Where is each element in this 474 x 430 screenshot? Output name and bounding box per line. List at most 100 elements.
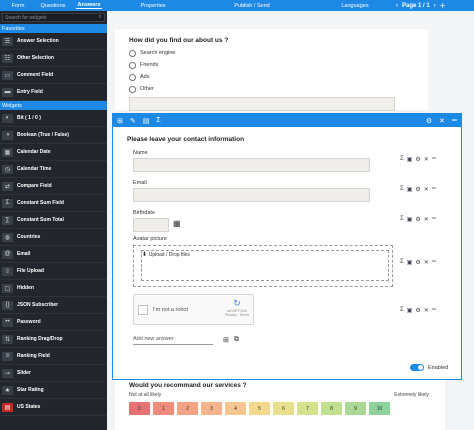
calendar-icon[interactable]: ▦ (173, 219, 181, 228)
enabled-toggle[interactable] (410, 364, 424, 371)
sigma-icon[interactable]: Σ (400, 186, 404, 192)
gear-icon[interactable]: ⚙ (415, 187, 421, 193)
sidebar-item-comment-field[interactable]: ▭ Comment Field (0, 67, 107, 84)
scale-option-0[interactable]: 0 (129, 402, 150, 415)
image-icon[interactable]: ▣ (406, 217, 413, 223)
scale-option-4[interactable]: 4 (225, 402, 246, 415)
email-field[interactable] (133, 188, 370, 202)
download-arrow-icon: ⬇ (142, 252, 148, 258)
avatar-dropzone[interactable] (133, 245, 393, 287)
scale-option-8[interactable]: 8 (321, 402, 342, 415)
drag-icon[interactable]: ═ (431, 307, 437, 313)
close-icon[interactable]: ✕ (439, 117, 446, 125)
sigma-icon[interactable]: Σ (156, 117, 161, 124)
add-answer-copy-icon[interactable]: ⧉ (234, 336, 239, 343)
radio-label: Friends (140, 62, 159, 68)
drag-icon[interactable]: ═ (431, 156, 437, 162)
tab-form[interactable]: Form (11, 2, 25, 9)
scale-option-3[interactable]: 3 (201, 402, 222, 415)
name-field[interactable] (133, 158, 370, 172)
layout-icon[interactable]: ▤ (142, 117, 150, 125)
close-icon[interactable]: ✕ (423, 217, 429, 223)
scale-option-2[interactable]: 2 (177, 402, 198, 415)
sidebar-item-slider[interactable]: ⊸ Slider (0, 365, 107, 382)
radio-option-friends[interactable]: Friends (129, 59, 428, 71)
sigma-icon[interactable]: Σ (400, 156, 404, 162)
recaptcha-checkbox[interactable] (138, 304, 148, 315)
upload-button[interactable]: ⬇ Upload / Drop files (141, 250, 389, 281)
drag-icon[interactable]: ═ (431, 186, 437, 192)
radio-option-other[interactable]: Other (129, 83, 428, 95)
sidebar-item-constant-sum-total[interactable]: ∑ Constant Sum Total (0, 212, 107, 229)
drag-icon[interactable]: ═ (431, 259, 437, 265)
page-prev-icon[interactable]: ‹ (396, 2, 398, 9)
close-icon[interactable]: ✕ (423, 157, 429, 163)
close-icon[interactable]: ✕ (423, 308, 429, 314)
edit-pencil-icon[interactable]: ✎ (129, 117, 136, 125)
scale-option-7[interactable]: 7 (297, 402, 318, 415)
move-handle-icon[interactable]: ═ (452, 116, 457, 124)
tab-properties[interactable]: Properties (140, 2, 166, 9)
sidebar-item-star-rating[interactable]: ★ Star Rating (0, 382, 107, 399)
sidebar-item-entry-field[interactable]: ▬ Entry Field (0, 84, 107, 101)
sidebar-item-ranking-field[interactable]: ≡ Ranking Field (0, 348, 107, 365)
sidebar-item-label: Calendar Date (17, 149, 51, 155)
tab-languages[interactable]: Languages (341, 2, 369, 9)
sigma-icon[interactable]: Σ (400, 307, 404, 313)
gear-icon[interactable]: ⚙ (415, 308, 421, 314)
page-next-icon[interactable]: › (433, 2, 436, 9)
password-icon: •• (2, 317, 13, 327)
add-answer-plus-icon[interactable]: ⊞ (223, 337, 229, 344)
radio-option-ads[interactable]: Ads (129, 71, 428, 83)
image-icon[interactable]: ▣ (406, 157, 413, 163)
image-icon[interactable]: ▣ (406, 187, 413, 193)
image-icon[interactable]: ▣ (406, 308, 413, 314)
sidebar-item-file-upload[interactable]: ⇧ File Upload (0, 263, 107, 280)
widget-search-input[interactable]: Search for widgets ⌕ (2, 13, 105, 22)
scale-option-1[interactable]: 1 (153, 402, 174, 415)
sidebar-item-password[interactable]: •• Password (0, 314, 107, 331)
recaptcha-widget[interactable]: I'm not a robot ↻ reCAPTCHA Privacy - Te… (133, 294, 254, 325)
radio-option-search-engine[interactable]: Search engine (129, 47, 428, 59)
gear-icon[interactable]: ⚙ (415, 217, 421, 223)
tab-publish-send[interactable]: Publish / Send (234, 2, 270, 9)
page-add-icon[interactable]: ＋ (439, 4, 446, 10)
gear-icon[interactable]: ⚙ (415, 157, 421, 163)
sidebar-item-answer-selection[interactable]: ☰ Answer Selection (0, 33, 107, 50)
scale-option-6[interactable]: 6 (273, 402, 294, 415)
sidebar-item-boolean[interactable]: ◑ Boolean (True / False) (0, 127, 107, 144)
image-icon[interactable]: ▣ (406, 260, 413, 266)
birthdate-field[interactable] (133, 218, 169, 232)
close-icon[interactable]: ✕ (423, 260, 429, 266)
slider-icon: ⊸ (2, 368, 13, 378)
add-icon[interactable]: ⊞ (117, 117, 123, 125)
gear-icon[interactable]: ⚙ (415, 260, 421, 266)
sidebar-item-hidden[interactable]: ▢ Hidden (0, 280, 107, 297)
sidebar-item-calendar-date[interactable]: ▦ Calendar Date (0, 144, 107, 161)
sidebar-item-compare-field[interactable]: ⇄ Compare Field (0, 178, 107, 195)
sidebar-item-json-subscriber[interactable]: {} JSON Subscriber (0, 297, 107, 314)
sidebar-item-email[interactable]: @ Email (0, 246, 107, 263)
sidebar-item-label: Constant Sum Total (17, 217, 64, 223)
tab-questions[interactable]: Questions (40, 2, 66, 9)
add-answer-input[interactable]: Add new answer (133, 336, 213, 345)
settings-gear-icon[interactable]: ⚙ (425, 117, 433, 125)
drag-icon[interactable]: ═ (431, 216, 437, 222)
sidebar-item-ranking-drag-drop[interactable]: ⇅ Ranking Drag/Drop (0, 331, 107, 348)
sidebar-item-calendar-time[interactable]: ◷ Calendar Time (0, 161, 107, 178)
radio-label: Other (140, 86, 154, 92)
tab-answers[interactable]: Answers (76, 2, 102, 9)
sidebar-item-countries[interactable]: ◍ Countries (0, 229, 107, 246)
sidebar-item-constant-sum-field[interactable]: Σ Constant Sum Field (0, 195, 107, 212)
other-answer-input[interactable] (129, 97, 395, 111)
sidebar-item-bit[interactable]: ◐ Bit ( 1 / 0 ) (0, 110, 107, 127)
sigma-icon[interactable]: Σ (400, 259, 404, 265)
search-icon: ⌕ (98, 14, 102, 20)
sidebar-item-other-selection[interactable]: ☷ Other Selection (0, 50, 107, 67)
sigma-icon[interactable]: Σ (400, 216, 404, 222)
scale-option-9[interactable]: 9 (345, 402, 366, 415)
scale-option-5[interactable]: 5 (249, 402, 270, 415)
sidebar-item-us-states[interactable]: ▤ US States (0, 399, 107, 416)
close-icon[interactable]: ✕ (423, 187, 429, 193)
scale-option-10[interactable]: 10 (369, 402, 390, 415)
